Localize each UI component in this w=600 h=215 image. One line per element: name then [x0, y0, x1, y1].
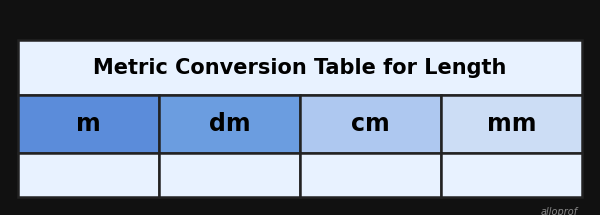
Text: cm: cm — [351, 112, 390, 136]
Text: dm: dm — [209, 112, 250, 136]
Text: mm: mm — [487, 112, 536, 136]
Text: m: m — [76, 112, 101, 136]
Bar — [18, 95, 159, 153]
Bar — [18, 153, 159, 197]
Bar — [159, 95, 300, 153]
Bar — [441, 95, 582, 153]
Bar — [18, 40, 582, 95]
Bar — [441, 153, 582, 197]
Text: alloprof: alloprof — [541, 207, 578, 215]
Text: Metric Conversion Table for Length: Metric Conversion Table for Length — [94, 57, 506, 77]
Bar — [300, 95, 441, 153]
Bar — [159, 153, 300, 197]
Bar — [300, 153, 441, 197]
